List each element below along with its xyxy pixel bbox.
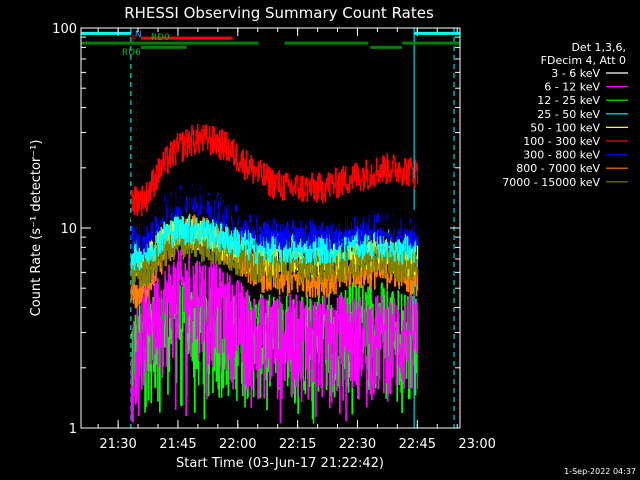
legend-entry-3: 25 - 50 keV (537, 108, 600, 121)
series-line-0 (130, 179, 419, 238)
series-line-1 (130, 249, 419, 424)
series-line-5 (130, 124, 419, 217)
x-tick-label-6: 23:00 (458, 437, 495, 452)
y-tick-label-0: 100 (52, 22, 77, 37)
x-tick-label-5: 22:45 (399, 437, 436, 452)
flag-label-f: F (132, 35, 137, 45)
y-tick-label-1: 10 (60, 222, 77, 237)
legend-entry-5: 100 - 300 keV (523, 135, 600, 148)
flag-label-n: N (135, 30, 142, 40)
legend-entry-0: 3 - 6 keV (551, 67, 600, 80)
x-axis-label: Start Time (03-Jun-17 21:22:42) (176, 456, 384, 471)
flag-label-rd6: RD6 (122, 48, 141, 58)
x-tick-label-3: 22:15 (279, 437, 316, 452)
x-tick-label-4: 22:30 (339, 437, 376, 452)
y-tick-label-2: 1 (69, 422, 77, 437)
legend-header-1: FDecim 4, Att 0 (541, 54, 626, 67)
legend-entry-1: 6 - 12 keV (544, 81, 600, 94)
x-tick-label-0: 21:30 (99, 437, 136, 452)
legend-header-0: Det 1,3,6, (571, 41, 626, 54)
flag-label-rd0: RD0 (151, 33, 170, 43)
legend-entry-7: 800 - 7000 keV (516, 162, 600, 175)
legend-entry-4: 50 - 100 keV (530, 121, 600, 134)
footer-timestamp: 1-Sep-2022 04:37 (564, 467, 636, 476)
chart-title: RHESSI Observing Summary Count Rates (124, 4, 434, 22)
legend-entry-8: 7000 - 15000 keV (502, 176, 600, 189)
x-axis: 21:30 21:45 22:00 22:15 22:30 22:45 23:00 (97, 28, 496, 452)
plot-area: NF RD0 RD6 (81, 28, 460, 428)
x-tick-label-1: 21:45 (159, 437, 196, 452)
x-tick-label-2: 22:00 (219, 437, 256, 452)
y-axis: 100 10 1 (52, 22, 460, 437)
legend-entry-6: 300 - 800 keV (523, 149, 600, 162)
y-axis-label: Count Rate (s⁻¹ detector⁻¹) (29, 140, 44, 317)
legend-entry-2: 12 - 25 keV (537, 94, 600, 107)
